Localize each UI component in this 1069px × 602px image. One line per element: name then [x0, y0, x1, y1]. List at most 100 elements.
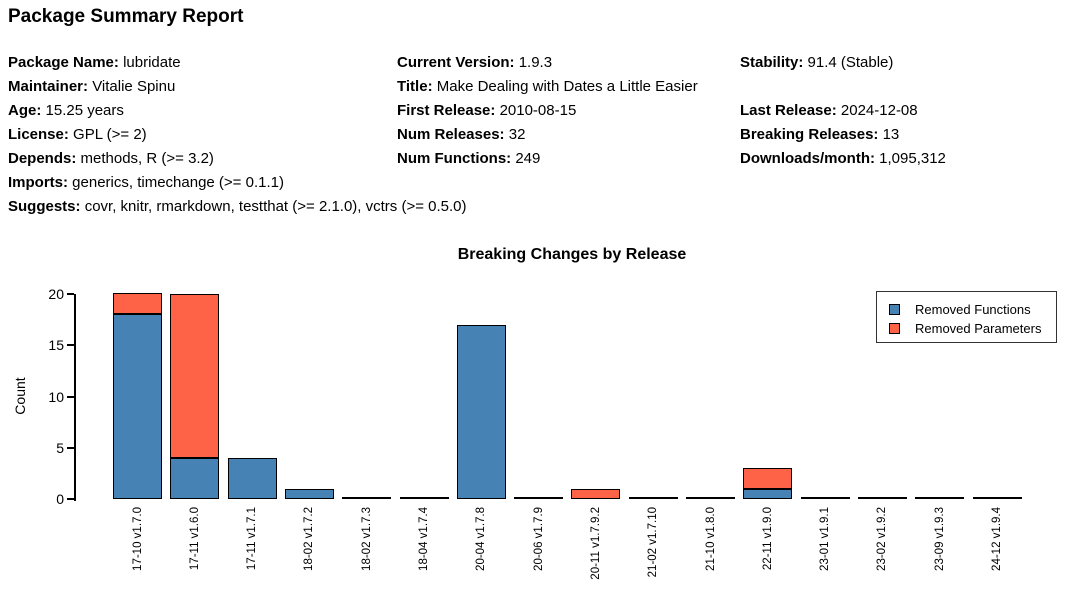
bar-segment-removed-parameters	[571, 489, 621, 499]
y-axis-tick	[67, 344, 74, 347]
metadata-label: License:	[8, 126, 69, 143]
metadata-row: License: GPL (>= 2)	[8, 123, 467, 147]
bar-segment-removed-functions	[456, 325, 506, 499]
metadata-row: Maintainer: Vitalie Spinu	[8, 75, 467, 99]
y-axis-tick	[67, 446, 74, 449]
x-tick-label: 23-01 v1.9.1	[819, 507, 832, 571]
y-axis-tick	[67, 293, 74, 295]
y-axis-tick	[67, 498, 74, 500]
y-tick-label: 15	[48, 337, 64, 354]
metadata-row: Downloads/month: 1,095,312	[740, 147, 946, 171]
page-title: Package Summary Report	[8, 6, 244, 27]
x-tick-label: 23-09 v1.9.3	[933, 507, 946, 571]
metadata-value: 1.9.3	[518, 54, 553, 71]
x-tick-label: 23-02 v1.9.2	[876, 507, 889, 571]
metadata-label: Depends:	[8, 150, 77, 167]
bar-segment-removed-parameters	[743, 468, 793, 489]
legend-item: Removed Parameters	[889, 319, 1056, 338]
x-tick-label: 17-11 v1.6.0	[188, 507, 201, 571]
x-tick-label: 17-11 v1.7.1	[246, 507, 259, 571]
x-tick-label: 21-10 v1.8.0	[704, 507, 717, 571]
metadata-label: Num Releases:	[397, 126, 505, 143]
metadata-row: Last Release: 2024-12-08	[740, 99, 946, 123]
y-tick-label: 0	[56, 491, 64, 507]
bar-segment-removed-functions	[743, 489, 793, 499]
metadata-label: Maintainer:	[8, 78, 89, 95]
metadata-row: Breaking Releases: 13	[740, 123, 946, 147]
bar-segment-removed-functions	[113, 314, 162, 499]
x-tick-label: 18-02 v1.7.3	[360, 507, 373, 571]
metadata-value: GPL (>= 2)	[73, 126, 147, 143]
x-tick-label: 20-04 v1.7.8	[475, 507, 488, 571]
metadata-value: 91.4 (Stable)	[807, 54, 894, 71]
metadata-column-right: Stability: 91.4 (Stable) Last Release: 2…	[740, 51, 946, 171]
bar-segment-removed-functions	[227, 458, 277, 499]
y-axis-tick	[67, 395, 74, 398]
metadata-value: 1,095,312	[879, 150, 946, 167]
metadata-row: Age: 15.25 years	[8, 99, 467, 123]
breaking-changes-chart: Breaking Changes by Release Count 0 5 10 15…	[0, 240, 1069, 602]
bar-segment-removed-functions	[170, 458, 220, 499]
metadata-value: 2010-08-15	[499, 102, 577, 119]
metadata-value: 32	[508, 126, 526, 143]
chart-title: Breaking Changes by Release	[457, 246, 687, 263]
bar-zero-line	[857, 497, 907, 499]
metadata-label: Downloads/month:	[740, 150, 875, 167]
legend: Removed Functions Removed Parameters	[876, 291, 1057, 343]
metadata-value: covr, knitr, rmarkdown, testthat (>= 2.1…	[84, 198, 467, 215]
x-tick-label: 20-11 v1.7.9.2	[589, 507, 602, 580]
metadata-value: methods, R (>= 3.2)	[80, 150, 214, 167]
metadata-column-middle: Current Version: 1.9.3 Title: Make Dealin…	[397, 51, 698, 171]
y-axis-line	[74, 294, 76, 501]
metadata-row	[740, 75, 946, 99]
metadata-value: 249	[515, 150, 541, 167]
legend-label: Removed Parameters	[915, 321, 1042, 336]
metadata-row: Stability: 91.4 (Stable)	[740, 51, 946, 75]
metadata-label: Age:	[8, 102, 42, 119]
legend-swatch-icon	[889, 304, 900, 315]
x-tick-label: 21-02 v1.7.10	[647, 507, 660, 578]
legend-items: Removed Functions Removed Parameters	[889, 300, 1056, 338]
bar-zero-line	[686, 497, 735, 499]
bar-zero-line	[800, 497, 850, 499]
metadata-label: Stability:	[740, 54, 804, 71]
legend-label: Removed Functions	[915, 302, 1031, 317]
metadata-value: 13	[882, 126, 900, 143]
bar-zero-line	[972, 497, 1022, 499]
bar-zero-line	[514, 497, 564, 499]
metadata-row: Imports: generics, timechange (>= 0.1.1)	[8, 171, 467, 195]
metadata-label: Last Release:	[740, 102, 837, 119]
bar-zero-line	[628, 497, 678, 499]
metadata-value: generics, timechange (>= 0.1.1)	[72, 174, 284, 191]
bar-segment-removed-functions	[284, 489, 334, 499]
metadata-value: Make Dealing with Dates a Little Easier	[436, 78, 698, 95]
x-tick-label: 24-12 v1.9.4	[991, 507, 1003, 571]
metadata-label: Num Functions:	[397, 150, 512, 167]
metadata-value: 2024-12-08	[840, 102, 918, 119]
metadata-column-left: Package Name: lubridate Maintainer: Vital…	[8, 51, 467, 219]
legend-item: Removed Functions	[889, 300, 1056, 319]
metadata-row: Num Releases: 32	[397, 123, 698, 147]
metadata-row: Depends: methods, R (>= 3.2)	[8, 147, 467, 171]
metadata-label: Current Version:	[397, 54, 515, 71]
metadata-value: lubridate	[123, 54, 181, 71]
metadata-row: First Release: 2010-08-15	[397, 99, 698, 123]
bar-segment-removed-parameters	[113, 293, 162, 314]
metadata-label: Title:	[397, 78, 433, 95]
bar-zero-line	[342, 497, 392, 499]
metadata-value: 15.25 years	[45, 102, 124, 119]
metadata-label: First Release:	[397, 102, 496, 119]
bar-zero-line	[399, 497, 449, 499]
metadata-row: Package Name: lubridate	[8, 51, 467, 75]
metadata-row: Title: Make Dealing with Dates a Little …	[397, 75, 698, 99]
bar-zero-line	[915, 497, 965, 499]
legend-swatch-icon	[889, 323, 900, 334]
metadata-row: Num Functions: 249	[397, 147, 698, 171]
x-tick-label: 18-02 v1.7.2	[303, 507, 316, 571]
y-tick-label: 20	[48, 286, 64, 302]
metadata-label: Imports:	[8, 174, 68, 191]
metadata-row: Suggests: covr, knitr, rmarkdown, testth…	[8, 195, 467, 219]
metadata-label: Suggests:	[8, 198, 81, 215]
metadata-value: Vitalie Spinu	[92, 78, 176, 95]
